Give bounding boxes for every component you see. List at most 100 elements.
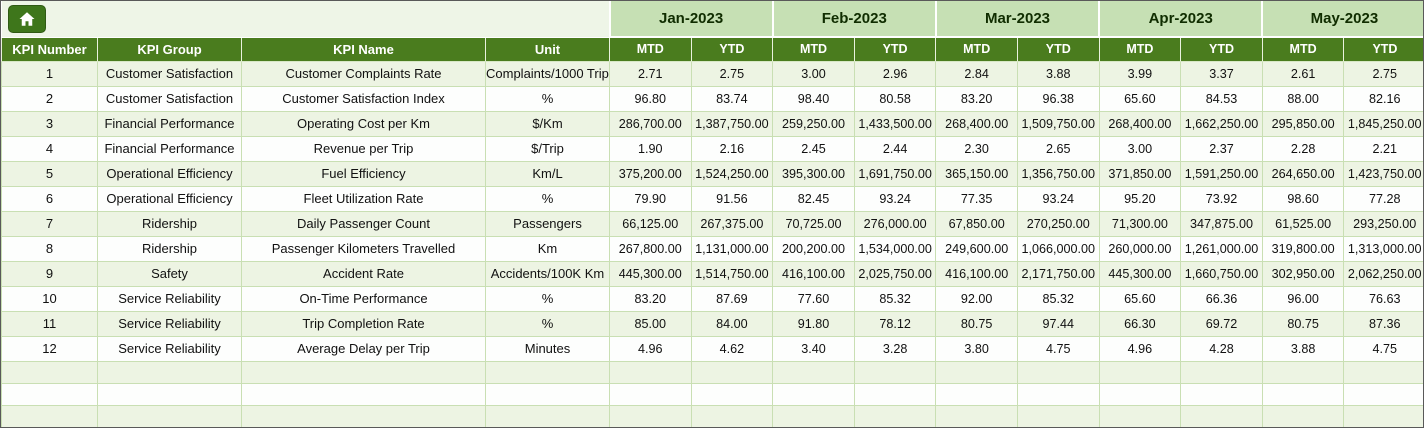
kpi-value-cell[interactable]: 87.36 <box>1343 310 1423 337</box>
kpi-value-cell[interactable]: 4.75 <box>1016 335 1100 362</box>
kpi-unit-cell[interactable]: Passengers <box>485 210 610 237</box>
kpi-value-cell[interactable]: 259,250.00 <box>772 110 855 137</box>
kpi-value-cell[interactable]: 3.37 <box>1180 60 1263 87</box>
empty-cell[interactable] <box>1016 382 1100 406</box>
month-header-apr-2023[interactable]: Apr-2023 <box>1098 1 1263 38</box>
column-header-may-2023-ytd[interactable]: YTD <box>1343 37 1423 62</box>
kpi-value-cell[interactable]: 286,700.00 <box>609 110 692 137</box>
kpi-value-cell[interactable]: 3.28 <box>853 335 937 362</box>
column-header-kpi-name[interactable]: KPI Name <box>241 37 486 62</box>
empty-cell[interactable] <box>772 382 855 406</box>
kpi-number-cell[interactable]: 6 <box>1 185 98 212</box>
kpi-value-cell[interactable]: 4.28 <box>1180 335 1263 362</box>
kpi-number-cell[interactable]: 10 <box>1 285 98 312</box>
empty-cell[interactable] <box>1180 360 1263 384</box>
empty-cell[interactable] <box>485 404 610 427</box>
column-header-kpi-group[interactable]: KPI Group <box>97 37 242 62</box>
column-header-apr-2023-mtd[interactable]: MTD <box>1098 37 1181 62</box>
month-header-may-2023[interactable]: May-2023 <box>1261 1 1423 38</box>
kpi-value-cell[interactable]: 365,150.00 <box>935 160 1018 187</box>
kpi-value-cell[interactable]: 3.00 <box>772 60 855 87</box>
kpi-value-cell[interactable]: 93.24 <box>1016 185 1100 212</box>
kpi-value-cell[interactable]: 347,875.00 <box>1180 210 1263 237</box>
kpi-value-cell[interactable]: 3.80 <box>935 335 1018 362</box>
kpi-value-cell[interactable]: 98.60 <box>1261 185 1345 212</box>
kpi-value-cell[interactable]: 80.75 <box>1261 310 1345 337</box>
month-header-mar-2023[interactable]: Mar-2023 <box>934 1 1100 38</box>
kpi-value-cell[interactable]: 79.90 <box>609 185 692 212</box>
kpi-value-cell[interactable]: 70,725.00 <box>772 210 855 237</box>
kpi-value-cell[interactable]: 2.96 <box>853 60 937 87</box>
empty-cell[interactable] <box>97 360 242 384</box>
empty-cell[interactable] <box>1 382 98 406</box>
kpi-value-cell[interactable]: 3.88 <box>1016 60 1100 87</box>
empty-cell[interactable] <box>935 360 1018 384</box>
kpi-value-cell[interactable]: 267,800.00 <box>609 235 692 262</box>
kpi-value-cell[interactable]: 77.60 <box>772 285 855 312</box>
kpi-value-cell[interactable]: 2.75 <box>690 60 774 87</box>
home-button[interactable] <box>7 4 46 33</box>
kpi-group-cell[interactable]: Operational Efficiency <box>97 160 242 187</box>
kpi-group-cell[interactable]: Operational Efficiency <box>97 185 242 212</box>
column-header-jan-2023-mtd[interactable]: MTD <box>609 37 692 62</box>
kpi-value-cell[interactable]: 1,066,000.00 <box>1016 235 1100 262</box>
kpi-value-cell[interactable]: 4.96 <box>609 335 692 362</box>
empty-cell[interactable] <box>690 404 774 427</box>
empty-cell[interactable] <box>690 382 774 406</box>
kpi-value-cell[interactable]: 96.80 <box>609 85 692 112</box>
kpi-value-cell[interactable]: 445,300.00 <box>1098 260 1182 287</box>
empty-cell[interactable] <box>1098 404 1182 427</box>
kpi-value-cell[interactable]: 1,514,750.00 <box>690 260 774 287</box>
empty-cell[interactable] <box>1098 382 1182 406</box>
empty-cell[interactable] <box>241 360 486 384</box>
empty-cell[interactable] <box>1261 360 1345 384</box>
kpi-value-cell[interactable]: 416,100.00 <box>772 260 855 287</box>
kpi-value-cell[interactable]: 2.45 <box>772 135 855 162</box>
kpi-number-cell[interactable]: 2 <box>1 85 98 112</box>
kpi-number-cell[interactable]: 3 <box>1 110 98 137</box>
empty-cell[interactable] <box>690 360 774 384</box>
kpi-group-cell[interactable]: Customer Satisfaction <box>97 60 242 87</box>
kpi-value-cell[interactable]: 2,171,750.00 <box>1016 260 1100 287</box>
empty-cell[interactable] <box>772 404 855 427</box>
kpi-value-cell[interactable]: 96.38 <box>1016 85 1100 112</box>
column-header-unit[interactable]: Unit <box>485 37 610 62</box>
kpi-value-cell[interactable]: 2.61 <box>1261 60 1345 87</box>
kpi-value-cell[interactable]: 69.72 <box>1180 310 1263 337</box>
kpi-value-cell[interactable]: 270,250.00 <box>1016 210 1100 237</box>
kpi-value-cell[interactable]: 83.20 <box>609 285 692 312</box>
kpi-value-cell[interactable]: 93.24 <box>853 185 937 212</box>
kpi-value-cell[interactable]: 76.63 <box>1343 285 1423 312</box>
kpi-value-cell[interactable]: 302,950.00 <box>1261 260 1345 287</box>
kpi-unit-cell[interactable]: % <box>485 310 610 337</box>
kpi-value-cell[interactable]: 91.56 <box>690 185 774 212</box>
kpi-name-cell[interactable]: Trip Completion Rate <box>241 310 486 337</box>
kpi-name-cell[interactable]: Accident Rate <box>241 260 486 287</box>
kpi-number-cell[interactable]: 5 <box>1 160 98 187</box>
kpi-value-cell[interactable]: 85.32 <box>853 285 937 312</box>
kpi-value-cell[interactable]: 66.30 <box>1098 310 1182 337</box>
kpi-unit-cell[interactable]: Minutes <box>485 335 610 362</box>
kpi-value-cell[interactable]: 1.90 <box>609 135 692 162</box>
kpi-value-cell[interactable]: 80.58 <box>853 85 937 112</box>
kpi-group-cell[interactable]: Financial Performance <box>97 135 242 162</box>
kpi-value-cell[interactable]: 84.53 <box>1180 85 1263 112</box>
kpi-value-cell[interactable]: 96.00 <box>1261 285 1345 312</box>
kpi-value-cell[interactable]: 260,000.00 <box>1098 235 1182 262</box>
empty-cell[interactable] <box>935 382 1018 406</box>
empty-cell[interactable] <box>1180 404 1263 427</box>
kpi-value-cell[interactable]: 88.00 <box>1261 85 1345 112</box>
empty-cell[interactable] <box>853 360 937 384</box>
kpi-value-cell[interactable]: 67,850.00 <box>935 210 1018 237</box>
kpi-name-cell[interactable]: Average Delay per Trip <box>241 335 486 362</box>
empty-cell[interactable] <box>1016 404 1100 427</box>
column-header-may-2023-mtd[interactable]: MTD <box>1261 37 1344 62</box>
empty-cell[interactable] <box>1 360 98 384</box>
kpi-name-cell[interactable]: Operating Cost per Km <box>241 110 486 137</box>
kpi-value-cell[interactable]: 71,300.00 <box>1098 210 1182 237</box>
kpi-value-cell[interactable]: 84.00 <box>690 310 774 337</box>
kpi-value-cell[interactable]: 445,300.00 <box>609 260 692 287</box>
kpi-name-cell[interactable]: Passenger Kilometers Travelled <box>241 235 486 262</box>
empty-cell[interactable] <box>772 360 855 384</box>
kpi-value-cell[interactable]: 2.37 <box>1180 135 1263 162</box>
